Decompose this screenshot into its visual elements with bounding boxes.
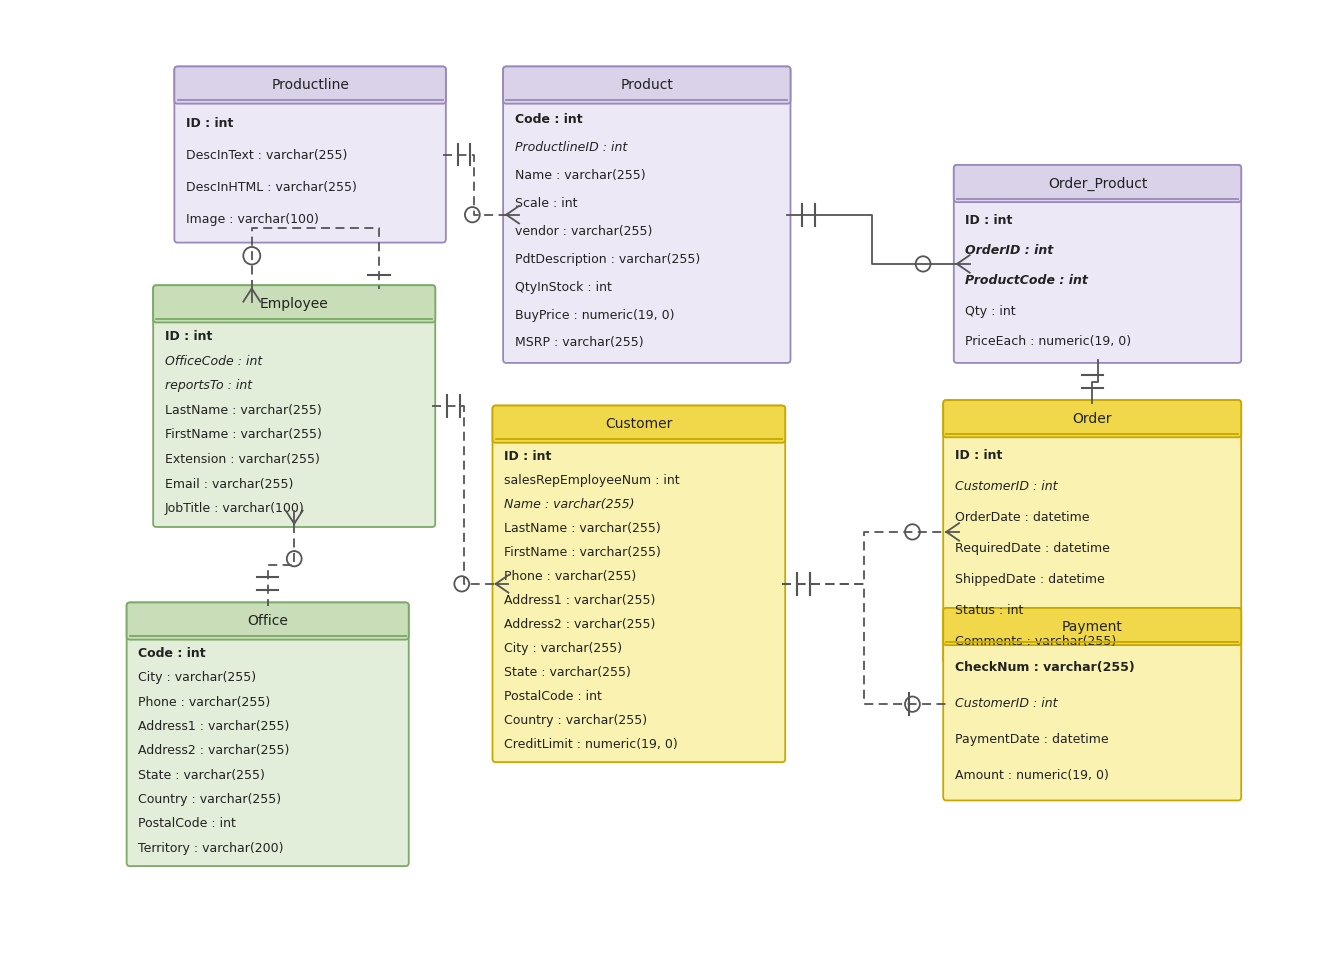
Text: PaymentDate : datetime: PaymentDate : datetime: [954, 733, 1108, 746]
Text: PostalCode : int: PostalCode : int: [138, 818, 236, 830]
Text: OrderID : int: OrderID : int: [966, 244, 1053, 257]
FancyBboxPatch shape: [944, 400, 1242, 664]
Text: State : varchar(255): State : varchar(255): [505, 666, 631, 678]
Text: Name : varchar(255): Name : varchar(255): [515, 169, 646, 183]
Text: Office: Office: [248, 614, 289, 628]
Text: Order_Product: Order_Product: [1048, 177, 1147, 190]
Text: LastName : varchar(255): LastName : varchar(255): [505, 522, 660, 535]
Text: DescInHTML : varchar(255): DescInHTML : varchar(255): [186, 181, 357, 194]
Text: CheckNum : varchar(255): CheckNum : varchar(255): [954, 660, 1135, 674]
Text: CustomerID : int: CustomerID : int: [954, 480, 1057, 493]
Text: OfficeCode : int: OfficeCode : int: [165, 355, 262, 367]
Text: Address2 : varchar(255): Address2 : varchar(255): [505, 618, 655, 630]
Text: PostalCode : int: PostalCode : int: [505, 690, 602, 702]
Text: Territory : varchar(200): Territory : varchar(200): [138, 842, 283, 854]
Text: ID : int: ID : int: [966, 213, 1012, 227]
Text: salesRepEmployeeNum : int: salesRepEmployeeNum : int: [505, 474, 680, 487]
FancyBboxPatch shape: [944, 608, 1242, 801]
Text: ID : int: ID : int: [186, 116, 233, 130]
Text: Product: Product: [621, 78, 673, 92]
Text: LastName : varchar(255): LastName : varchar(255): [165, 404, 322, 417]
Text: Address1 : varchar(255): Address1 : varchar(255): [505, 594, 655, 607]
Text: reportsTo : int: reportsTo : int: [165, 380, 252, 392]
Text: Email : varchar(255): Email : varchar(255): [165, 478, 293, 491]
Text: City : varchar(255): City : varchar(255): [138, 671, 257, 684]
Text: DescInText : varchar(255): DescInText : varchar(255): [186, 149, 348, 161]
Text: Scale : int: Scale : int: [515, 197, 577, 210]
Text: vendor : varchar(255): vendor : varchar(255): [515, 225, 652, 238]
FancyBboxPatch shape: [493, 406, 786, 762]
Text: Phone : varchar(255): Phone : varchar(255): [138, 696, 270, 708]
Text: OrderDate : datetime: OrderDate : datetime: [954, 511, 1090, 525]
Text: CustomerID : int: CustomerID : int: [954, 697, 1057, 710]
Text: ShippedDate : datetime: ShippedDate : datetime: [954, 574, 1104, 586]
Text: Productline: Productline: [272, 78, 349, 92]
Text: MSRP : varchar(255): MSRP : varchar(255): [515, 336, 643, 350]
Text: PdtDescription : varchar(255): PdtDescription : varchar(255): [515, 253, 700, 266]
FancyBboxPatch shape: [944, 400, 1242, 437]
FancyBboxPatch shape: [174, 66, 445, 242]
Text: Name : varchar(255): Name : varchar(255): [505, 498, 635, 511]
Text: BuyPrice : numeric(19, 0): BuyPrice : numeric(19, 0): [515, 308, 675, 322]
Text: Address2 : varchar(255): Address2 : varchar(255): [138, 745, 290, 757]
Text: QtyInStock : int: QtyInStock : int: [515, 281, 612, 294]
Text: Comments : varchar(255): Comments : varchar(255): [954, 635, 1116, 649]
Text: PriceEach : numeric(19, 0): PriceEach : numeric(19, 0): [966, 335, 1132, 348]
Text: Employee: Employee: [260, 297, 328, 310]
Text: ID : int: ID : int: [954, 449, 1002, 462]
Text: FirstName : varchar(255): FirstName : varchar(255): [505, 546, 662, 559]
Text: Customer: Customer: [605, 417, 672, 431]
Text: ProductCode : int: ProductCode : int: [966, 274, 1089, 287]
Text: Country : varchar(255): Country : varchar(255): [138, 793, 282, 806]
FancyBboxPatch shape: [954, 165, 1242, 363]
Text: Payment: Payment: [1062, 620, 1123, 633]
FancyBboxPatch shape: [153, 285, 435, 323]
Text: RequiredDate : datetime: RequiredDate : datetime: [954, 542, 1110, 555]
Text: State : varchar(255): State : varchar(255): [138, 769, 265, 781]
Text: Extension : varchar(255): Extension : varchar(255): [165, 454, 320, 466]
Text: Country : varchar(255): Country : varchar(255): [505, 714, 647, 727]
Text: FirstName : varchar(255): FirstName : varchar(255): [165, 429, 322, 441]
FancyBboxPatch shape: [944, 608, 1242, 645]
Text: ID : int: ID : int: [505, 450, 551, 463]
Text: Address1 : varchar(255): Address1 : varchar(255): [138, 720, 290, 733]
Text: ID : int: ID : int: [165, 330, 212, 343]
FancyBboxPatch shape: [503, 66, 791, 104]
Text: Code : int: Code : int: [138, 647, 206, 660]
Text: CreditLimit : numeric(19, 0): CreditLimit : numeric(19, 0): [505, 738, 677, 751]
FancyBboxPatch shape: [153, 285, 435, 527]
FancyBboxPatch shape: [493, 406, 786, 443]
Text: Amount : numeric(19, 0): Amount : numeric(19, 0): [954, 769, 1108, 782]
Text: Code : int: Code : int: [515, 113, 583, 127]
Text: Status : int: Status : int: [954, 604, 1023, 617]
Text: Order: Order: [1073, 411, 1112, 426]
FancyBboxPatch shape: [127, 603, 409, 866]
FancyBboxPatch shape: [174, 66, 445, 104]
Text: Phone : varchar(255): Phone : varchar(255): [505, 570, 637, 583]
Text: JobTitle : varchar(100): JobTitle : varchar(100): [165, 503, 304, 515]
FancyBboxPatch shape: [954, 165, 1242, 202]
Text: ProductlineID : int: ProductlineID : int: [515, 141, 627, 155]
Text: Qty : int: Qty : int: [966, 305, 1016, 317]
Text: Image : varchar(100): Image : varchar(100): [186, 213, 319, 227]
FancyBboxPatch shape: [503, 66, 791, 363]
Text: City : varchar(255): City : varchar(255): [505, 642, 622, 654]
FancyBboxPatch shape: [127, 603, 409, 640]
